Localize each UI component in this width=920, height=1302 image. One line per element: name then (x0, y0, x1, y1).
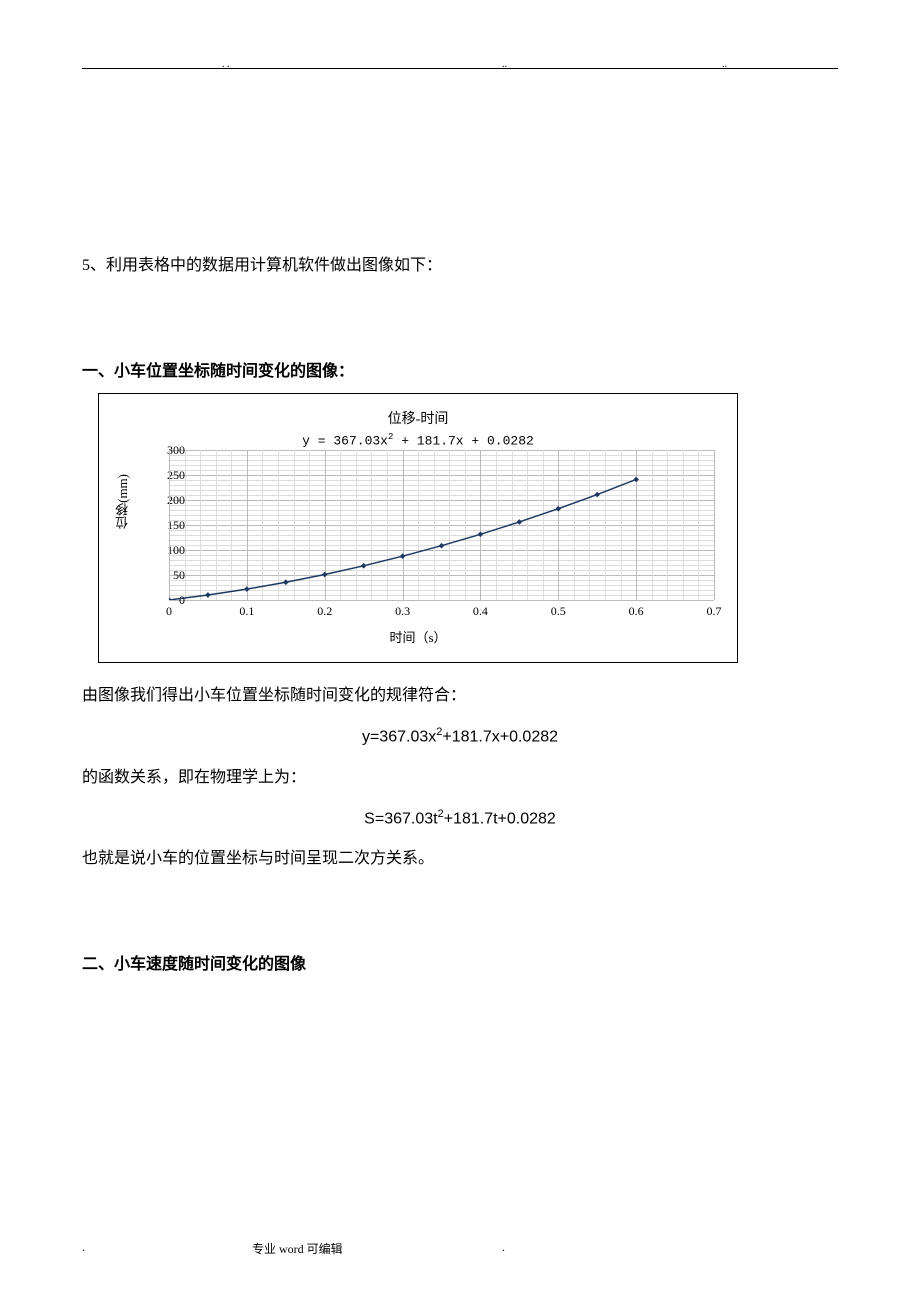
section1-title: 一、小车位置坐标随时间变化的图像： (82, 357, 838, 381)
y-axis-label: 位移(mm) (113, 474, 132, 529)
footer-left: . (82, 1240, 85, 1255)
intro-paragraph: 5、利用表格中的数据用计算机软件做出图像如下： (82, 253, 838, 279)
header-dot: .. (722, 59, 727, 70)
chart-formula-b: + 181.7x + 0.0282 (393, 433, 533, 448)
footer-right: . (502, 1240, 505, 1255)
header-rule: . . .. .. (82, 68, 838, 69)
para4: 也就是说小车的位置坐标与时间呈现二次方关系。 (82, 846, 838, 872)
para3: 的函数关系，即在物理学上为： (82, 765, 838, 791)
chart-formula: y = 367.03x2 + 181.7x + 0.0282 (99, 432, 737, 448)
formula2-a: S=367.03t (364, 810, 437, 827)
footer-mid: 专业 word 可编辑 (252, 1240, 343, 1257)
chart-plot (169, 450, 714, 600)
x-axis-label: 时间（s） (99, 627, 737, 646)
header-dot: . . (222, 59, 230, 70)
formula2: S=367.03t2+181.7t+0.0282 (82, 808, 838, 828)
formula2-b: +181.7t+0.0282 (444, 810, 556, 827)
formula1-a: y=367.03x (362, 729, 436, 746)
formula1-b: +181.7x+0.0282 (442, 729, 558, 746)
chart-formula-a: y = 367.03x (302, 433, 388, 448)
chart-title: 位移-时间 (99, 408, 737, 428)
displacement-time-chart: 位移-时间 y = 367.03x2 + 181.7x + 0.0282 位移(… (98, 393, 738, 663)
section2-title: 二、小车速度随时间变化的图像 (82, 950, 838, 974)
header-dot: .. (502, 59, 507, 70)
formula1: y=367.03x2+181.7x+0.0282 (82, 726, 838, 746)
para2: 由图像我们得出小车位置坐标随时间变化的规律符合： (82, 683, 838, 709)
